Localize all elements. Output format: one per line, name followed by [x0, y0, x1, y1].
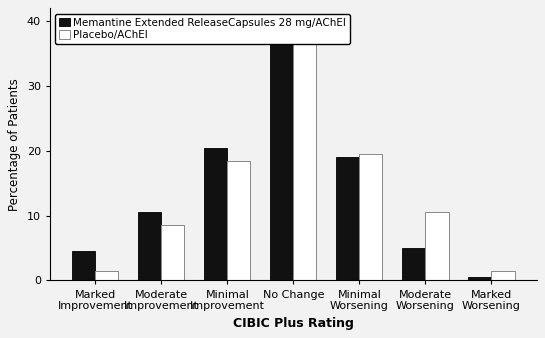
Bar [161, 225, 184, 281]
Bar [95, 271, 118, 281]
Bar [426, 213, 449, 281]
Bar [227, 161, 251, 281]
Bar [138, 213, 161, 281]
Bar [336, 158, 359, 281]
X-axis label: CIBIC Plus Rating: CIBIC Plus Rating [233, 317, 354, 330]
Bar [72, 251, 95, 281]
Bar [204, 148, 227, 281]
Bar [359, 154, 383, 281]
Bar [468, 277, 492, 281]
Bar [293, 21, 317, 281]
Legend: Memantine Extended ReleaseCapsules 28 mg/AChEI, Placebo/AChEI: Memantine Extended ReleaseCapsules 28 mg… [55, 14, 350, 44]
Y-axis label: Percentage of Patients: Percentage of Patients [8, 78, 21, 211]
Bar [270, 21, 293, 281]
Bar [402, 248, 426, 281]
Bar [492, 271, 514, 281]
